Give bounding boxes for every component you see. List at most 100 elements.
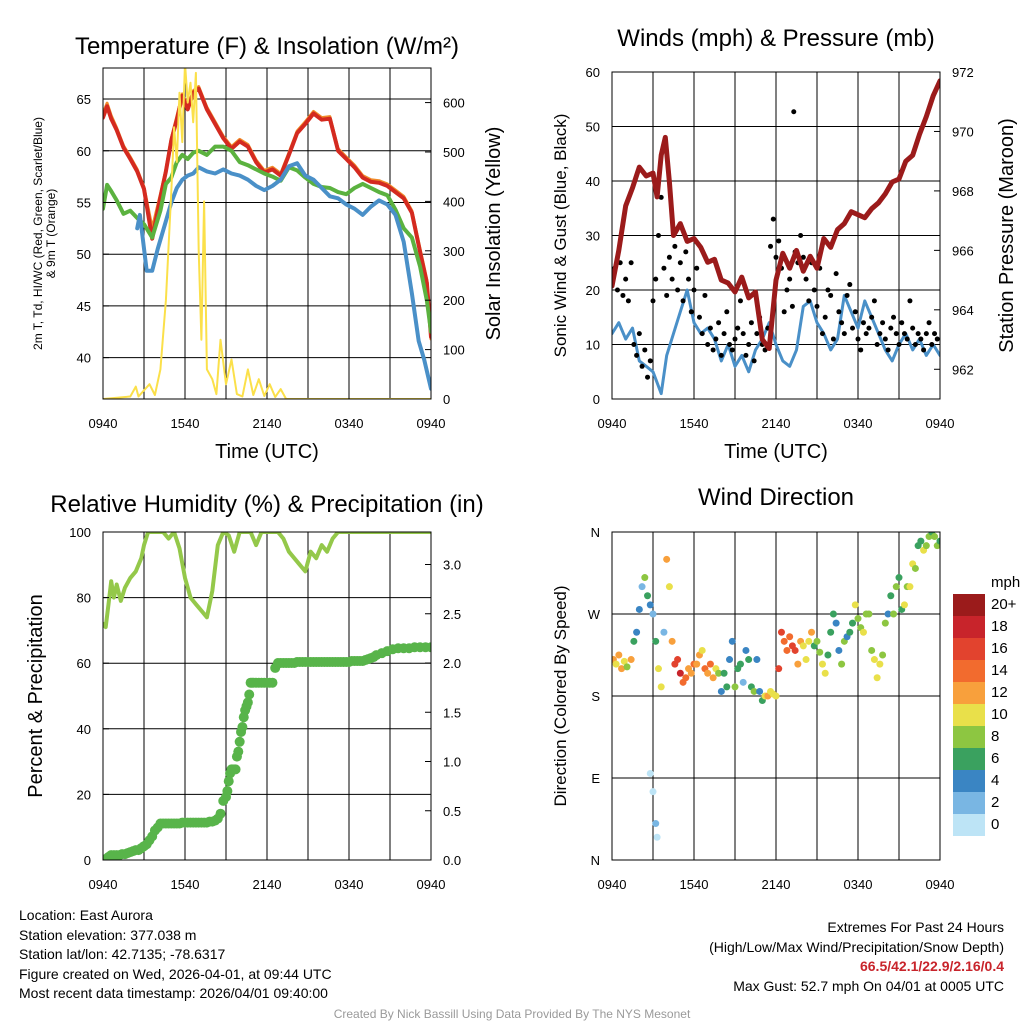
data-point: [866, 325, 872, 331]
data-point: [808, 628, 816, 636]
data-point: [772, 692, 780, 700]
y2-tick-label: 1.5: [443, 705, 461, 720]
data-point: [869, 314, 875, 320]
data-point: [828, 292, 834, 298]
colorbar-swatch: [953, 792, 985, 814]
data-point: [740, 331, 746, 337]
data-point: [882, 336, 888, 342]
data-point: [821, 669, 829, 677]
data-point: [873, 674, 881, 682]
y-tick-label: S: [591, 689, 600, 704]
data-point: [791, 646, 799, 654]
chart-title: Wind Direction: [698, 484, 854, 511]
data-point: [775, 665, 783, 673]
data-point: [893, 331, 899, 337]
data-point: [915, 331, 921, 337]
colorbar-swatch: [953, 660, 985, 682]
y-tick-label: 50: [586, 120, 600, 135]
credit-text: Created By Nick Bassill Using Data Provi…: [333, 1007, 691, 1021]
data-point: [851, 601, 859, 609]
data-point: [686, 276, 692, 282]
data-point: [921, 347, 927, 353]
data-point: [885, 347, 891, 353]
data-point: [773, 254, 779, 260]
extremes-title: Extremes For Past 24 Hours: [827, 919, 1004, 935]
plot-area: [103, 532, 431, 860]
data-point: [698, 646, 706, 654]
y-tick-label: 40: [586, 174, 600, 189]
colorbar-label: 4: [991, 772, 999, 789]
data-point: [881, 619, 889, 627]
data-point: [907, 298, 913, 304]
data-point: [890, 610, 898, 618]
data-point: [836, 309, 842, 315]
data-point: [736, 660, 744, 668]
x-axis-label: Time (UTC): [724, 441, 828, 463]
colorbar-swatch: [953, 770, 985, 792]
data-point: [687, 669, 695, 677]
y2-axis-label: Solar Insolation (Yellow): [483, 127, 505, 341]
data-point: [677, 260, 683, 266]
x-axis: 0940 1540 2140 0340 0940: [89, 393, 445, 431]
data-point: [660, 628, 668, 636]
data-point: [899, 320, 905, 326]
data-point: [849, 619, 857, 627]
data-point: [710, 347, 716, 353]
chart-panel-2: Winds (mph) & Pressure (mb)0940 1540 2140 0…: [551, 25, 1018, 463]
data-point: [887, 592, 895, 600]
data-point: [906, 583, 914, 591]
data-point: [237, 722, 248, 733]
data-point: [827, 628, 835, 636]
y-tick-label: 65: [77, 92, 91, 107]
colorbar-label: 2: [991, 794, 999, 811]
data-point: [729, 347, 735, 353]
y-tick-label: 60: [77, 656, 91, 671]
data-point: [615, 651, 623, 659]
data-point: [661, 265, 667, 271]
x-tick-label: 1540: [680, 416, 709, 431]
data-point: [803, 276, 809, 282]
y2-tick-label: 970: [952, 124, 974, 139]
colorbar-unit: mph: [991, 574, 1020, 591]
series-precipitation: [103, 642, 431, 860]
data-point: [653, 276, 659, 282]
colorbar-swatch: [953, 726, 985, 748]
data-point: [668, 637, 676, 645]
latlon-text: Station lat/lon: 42.7135; -78.6317: [19, 946, 226, 962]
data-point: [911, 564, 919, 572]
colorbar-label: 14: [991, 662, 1008, 679]
chart-panel-1: Temperature (F) & Insolation (W/m²) 0940 1…: [31, 33, 505, 463]
data-point: [847, 282, 853, 288]
data-point: [751, 358, 757, 364]
y-axis-left: 0 20 40 60 80 100: [69, 525, 109, 868]
data-point: [223, 776, 234, 787]
y-axis-label-line: & 9m T (Orange): [44, 189, 58, 279]
data-point: [748, 320, 754, 326]
data-point: [895, 574, 903, 582]
colorbar-label: 8: [991, 728, 999, 745]
data-point: [642, 347, 648, 353]
chart-panel-3: Relative Humidity (%) & Precipitation (i…: [25, 491, 484, 892]
y-axis-right: 0.0 0.5 1.0 1.5 2.0 2.5 3.0: [425, 558, 461, 868]
colorbar: mph 20+ 18 16 14 12 10 8 6 4 2 0: [953, 574, 1020, 836]
data-point: [860, 320, 866, 326]
data-point: [745, 656, 753, 664]
data-point: [879, 651, 887, 659]
data-point: [805, 637, 813, 645]
y-tick-label: 60: [77, 144, 91, 159]
data-point: [832, 619, 840, 627]
data-point: [731, 683, 739, 691]
data-point: [830, 336, 836, 342]
data-point: [880, 320, 886, 326]
data-point: [874, 342, 880, 347]
y-axis-left: N E S W N: [588, 525, 618, 868]
y-tick-label: W: [588, 607, 601, 622]
data-point: [794, 660, 802, 668]
data-point: [721, 331, 727, 337]
y-tick-label: 40: [77, 722, 91, 737]
x-axis: 0940 1540 2140 0340 0940: [598, 854, 954, 892]
data-point: [917, 537, 925, 545]
colorbar-label: 0: [991, 816, 999, 833]
